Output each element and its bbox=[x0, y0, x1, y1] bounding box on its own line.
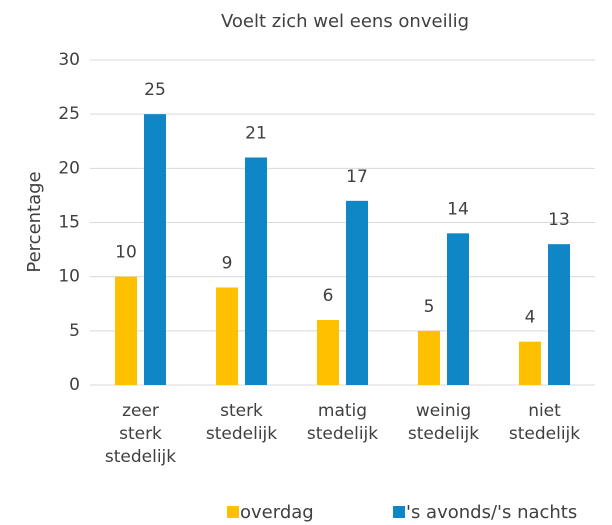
data-label: 14 bbox=[447, 199, 469, 219]
data-label: 17 bbox=[346, 167, 368, 187]
bar bbox=[317, 320, 339, 385]
y-tick-label: 30 bbox=[58, 50, 80, 70]
data-label: 9 bbox=[222, 254, 233, 274]
y-tick-label: 25 bbox=[58, 104, 80, 124]
legend-swatch bbox=[227, 506, 239, 518]
bar bbox=[245, 157, 267, 385]
x-tick-label: weinig stedelijk bbox=[407, 401, 480, 444]
bar bbox=[418, 330, 440, 385]
bar bbox=[447, 233, 469, 385]
bar bbox=[216, 287, 238, 385]
data-label: 21 bbox=[245, 124, 267, 144]
y-tick-label: 5 bbox=[69, 321, 80, 341]
y-tick-label: 10 bbox=[58, 267, 80, 287]
bar bbox=[144, 114, 166, 386]
bar bbox=[346, 200, 368, 385]
x-tick-label: sterk stedelijk bbox=[205, 401, 278, 444]
x-tick-label: matig stedelijk bbox=[306, 401, 379, 444]
y-tick-label: 0 bbox=[69, 375, 80, 395]
bar bbox=[519, 341, 541, 385]
data-label: 4 bbox=[525, 308, 536, 328]
bar bbox=[548, 244, 570, 385]
x-tick-label: zeer sterk stedelijk bbox=[104, 401, 177, 467]
y-tick-label: 20 bbox=[58, 158, 80, 178]
data-label: 10 bbox=[115, 243, 137, 263]
data-label: 5 bbox=[424, 297, 435, 317]
data-label: 25 bbox=[144, 80, 166, 100]
legend-label: overdag bbox=[240, 502, 314, 523]
y-tick-label: 15 bbox=[58, 213, 80, 233]
legend-label: 's avonds/'s nachts bbox=[406, 502, 577, 523]
bar bbox=[115, 276, 137, 385]
y-axis-label: Percentage bbox=[24, 171, 45, 272]
data-label: 6 bbox=[323, 286, 334, 306]
data-label: 13 bbox=[548, 210, 570, 230]
legend-swatch bbox=[393, 506, 405, 518]
x-tick-label: niet stedelijk bbox=[508, 401, 581, 444]
chart-title: Voelt zich wel eens onveilig bbox=[221, 11, 469, 32]
